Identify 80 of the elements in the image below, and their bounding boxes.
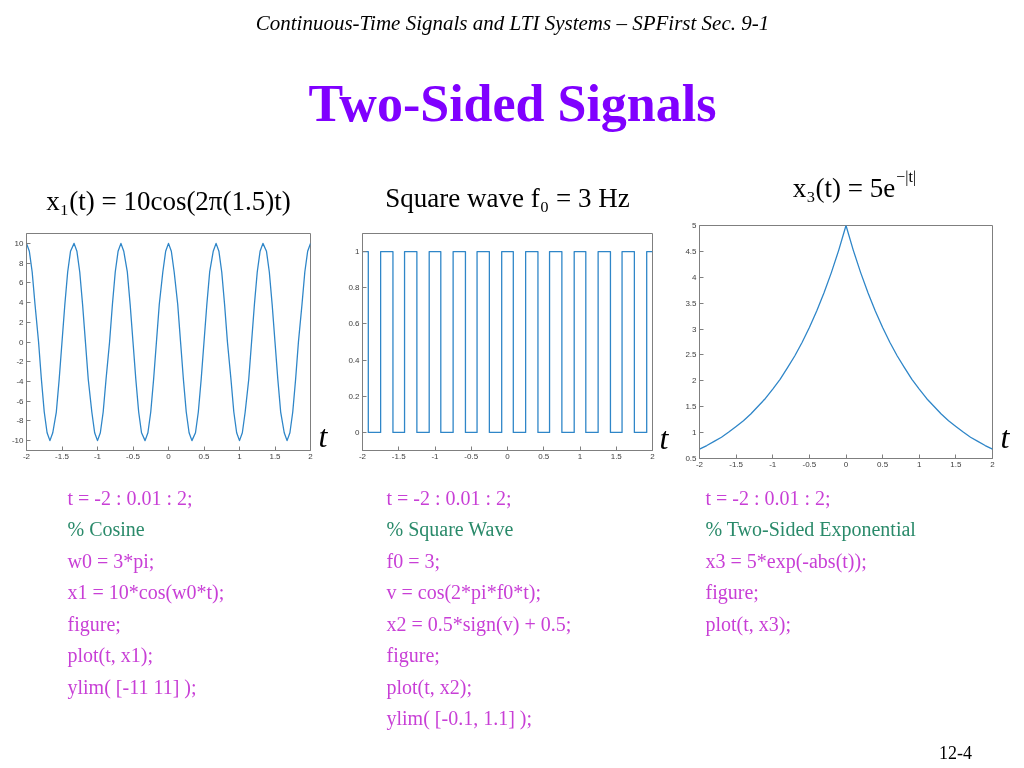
- y-tick-label: 4: [19, 298, 25, 308]
- text: x3 = 5*exp(-abs(t));: [705, 549, 867, 573]
- x-axis-title: t: [318, 418, 329, 455]
- x-tick-label: 1: [917, 459, 923, 469]
- text: x2 = 0.5*sign(v) + 0.5;: [386, 612, 572, 636]
- x-tick-label: -1: [769, 459, 777, 469]
- x-tick-label: 1: [237, 451, 243, 461]
- y-tick-label: 6: [19, 278, 25, 288]
- x-tick-label: 2: [990, 459, 996, 469]
- y-tick-label: 1: [692, 428, 698, 438]
- y-tick-label: 0.4: [348, 355, 361, 365]
- text: figure;: [67, 612, 121, 636]
- text: ylim( [-0.1, 1.1] );: [386, 707, 533, 730]
- y-tick-label: 5: [692, 221, 698, 230]
- text: % Two-Sided Exponential: [705, 518, 917, 541]
- text: figure;: [705, 581, 759, 604]
- y-tick-label: 0.8: [348, 283, 361, 293]
- x-tick-label: 2: [308, 451, 314, 461]
- x-axis-title: t: [1000, 419, 1011, 456]
- y-tick-label: 0: [355, 427, 361, 437]
- x-tick-label: 1.5: [950, 459, 962, 469]
- text: % Square Wave: [386, 518, 514, 541]
- text: t = -2 : 0.01 : 2;: [67, 486, 193, 509]
- x-tick-label: -1: [93, 451, 102, 461]
- y-tick-label: 4: [692, 272, 698, 282]
- text: x1 = 10*cos(w0*t);: [67, 581, 225, 604]
- x-tick-label: 1.5: [269, 451, 282, 461]
- text: plot(t, x3);: [705, 612, 792, 636]
- y-tick-label: 8: [19, 258, 25, 268]
- x-tick-label: -1: [431, 451, 440, 461]
- text: % Cosine: [67, 518, 145, 540]
- x-tick-label: 1: [577, 451, 583, 461]
- x-tick-label: -1.5: [729, 459, 744, 469]
- text: t = -2 : 0.01 : 2;: [705, 486, 831, 509]
- x-tick-label: 1.5: [610, 451, 623, 461]
- text: Two-Sided Signals: [308, 75, 717, 132]
- text: ylim( [-11 11] );: [67, 675, 197, 699]
- y-tick-label: 2: [692, 376, 698, 386]
- x-tick-label: 0: [166, 451, 172, 461]
- line-series: [699, 225, 993, 450]
- y-tick-label: 0.6: [348, 319, 361, 329]
- y-tick-label: -6: [16, 396, 25, 406]
- chart-title: x₁(t) = 10cos(2π(1.5)t): [46, 185, 291, 216]
- x-tick-label: 0.5: [538, 451, 550, 461]
- text: plot(t, x1);: [67, 644, 154, 667]
- text: 12-4: [939, 742, 972, 763]
- y-tick-label: 3: [692, 324, 698, 334]
- text: Continuous-Time Signals and LTI Systems – SPFirst Sec. 9-1: [255, 10, 770, 35]
- x-tick-label: 0.5: [877, 459, 889, 469]
- y-tick-label: 4.5: [685, 246, 698, 256]
- y-tick-label: -10: [11, 436, 25, 446]
- x-axis-title: t: [659, 420, 670, 457]
- chart-title: Square wave f₀ = 3 Hz: [385, 182, 630, 213]
- x-tick-label: -0.5: [802, 459, 817, 469]
- y-tick-label: -8: [16, 416, 25, 426]
- line-series: [26, 242, 311, 442]
- text: figure;: [386, 644, 440, 667]
- x-tick-label: 2: [650, 451, 656, 461]
- y-tick-label: 1: [355, 247, 361, 257]
- y-tick-label: 2: [19, 317, 25, 327]
- y-tick-label: -2: [16, 357, 25, 367]
- text: f0 = 3;: [386, 549, 440, 572]
- y-tick-label: 2.5: [685, 350, 698, 360]
- x-tick-label: -0.5: [464, 451, 479, 461]
- x-tick-label: -0.5: [126, 451, 141, 461]
- x-tick-label: -1.5: [55, 451, 70, 461]
- x-tick-label: 0: [505, 451, 511, 461]
- text: plot(t, x2);: [386, 675, 473, 699]
- y-tick-label: 1.5: [685, 402, 698, 412]
- x-tick-label: -1.5: [391, 451, 407, 461]
- y-tick-label: 3.5: [685, 298, 698, 308]
- y-tick-label: 10: [14, 238, 25, 248]
- y-tick-label: 0.2: [348, 391, 361, 401]
- y-tick-label: 0: [19, 337, 25, 347]
- x-tick-label: 0: [843, 459, 849, 469]
- y-tick-label: -4: [16, 376, 25, 386]
- text: v = cos(2*pi*f0*t);: [386, 581, 542, 604]
- text: w0 = 3*pi;: [67, 549, 155, 573]
- x-tick-label: 0.5: [198, 451, 211, 461]
- text: t = -2 : 0.01 : 2;: [386, 486, 512, 509]
